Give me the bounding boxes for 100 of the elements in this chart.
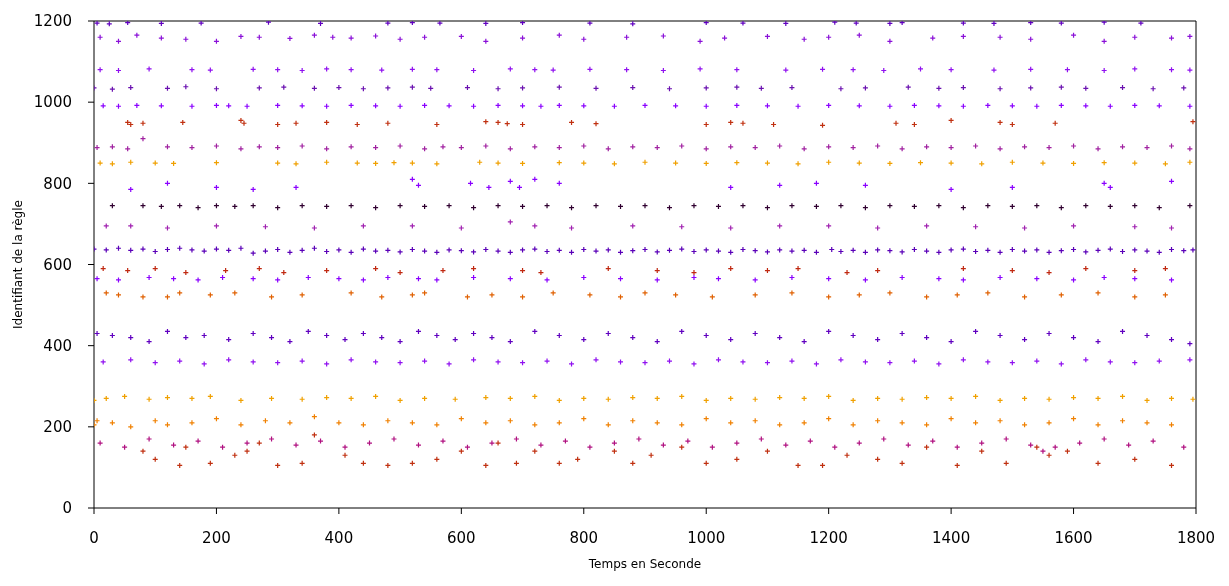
point bbox=[146, 65, 153, 72]
point bbox=[1186, 340, 1193, 347]
point bbox=[198, 21, 205, 27]
point bbox=[537, 103, 545, 110]
point bbox=[935, 360, 942, 368]
point bbox=[813, 360, 820, 368]
point bbox=[268, 435, 275, 443]
point bbox=[697, 65, 704, 72]
point bbox=[954, 444, 961, 451]
point bbox=[562, 437, 569, 445]
point bbox=[494, 85, 502, 92]
point bbox=[948, 66, 955, 73]
point bbox=[592, 202, 600, 209]
x-tick-label: 800 bbox=[569, 528, 599, 547]
point bbox=[899, 419, 906, 426]
point bbox=[439, 143, 447, 150]
point bbox=[139, 448, 147, 455]
point bbox=[611, 439, 618, 447]
point bbox=[237, 421, 245, 428]
point bbox=[1033, 357, 1040, 365]
point bbox=[494, 159, 502, 167]
point bbox=[709, 444, 716, 451]
point bbox=[641, 289, 649, 297]
point bbox=[948, 144, 955, 151]
point bbox=[641, 202, 649, 209]
point bbox=[439, 437, 447, 445]
y-tick-label: 400 bbox=[43, 336, 72, 355]
point bbox=[788, 202, 796, 209]
point bbox=[409, 291, 416, 299]
point bbox=[507, 218, 514, 225]
point bbox=[794, 462, 802, 469]
point bbox=[929, 437, 936, 445]
point bbox=[543, 357, 551, 365]
x-axis-title: Temps en Seconde bbox=[587, 557, 702, 571]
point bbox=[194, 276, 202, 284]
point bbox=[94, 417, 101, 424]
point bbox=[1168, 276, 1175, 284]
point bbox=[207, 67, 214, 74]
point bbox=[146, 435, 153, 443]
point bbox=[397, 36, 404, 43]
point bbox=[948, 186, 955, 193]
point bbox=[837, 356, 845, 363]
point bbox=[341, 444, 349, 451]
point bbox=[1189, 396, 1196, 403]
point bbox=[519, 34, 526, 42]
point bbox=[482, 142, 489, 150]
point bbox=[94, 21, 101, 27]
point bbox=[996, 119, 1004, 126]
point bbox=[1045, 330, 1053, 337]
point bbox=[641, 159, 649, 166]
point bbox=[825, 293, 832, 301]
point bbox=[1076, 439, 1083, 447]
point bbox=[862, 84, 869, 92]
point bbox=[97, 34, 104, 41]
point bbox=[384, 120, 391, 127]
point bbox=[996, 332, 1004, 339]
point bbox=[243, 103, 251, 110]
point bbox=[164, 293, 171, 301]
point bbox=[115, 291, 122, 299]
point bbox=[146, 338, 153, 345]
point bbox=[507, 65, 514, 72]
point bbox=[1070, 276, 1077, 284]
point bbox=[1094, 289, 1102, 297]
point bbox=[788, 289, 796, 297]
point bbox=[996, 85, 1004, 92]
point bbox=[758, 435, 765, 443]
point bbox=[176, 357, 183, 365]
point bbox=[1186, 145, 1193, 152]
point bbox=[709, 293, 716, 301]
point bbox=[1186, 159, 1193, 166]
point bbox=[862, 358, 869, 365]
point bbox=[782, 67, 789, 74]
x-tick-label: 1600 bbox=[1054, 528, 1093, 547]
point bbox=[237, 117, 245, 124]
point bbox=[721, 34, 728, 42]
point bbox=[672, 291, 679, 299]
point bbox=[788, 274, 796, 281]
point bbox=[1033, 444, 1040, 451]
point bbox=[1027, 84, 1034, 92]
point bbox=[97, 159, 104, 167]
point bbox=[317, 437, 324, 445]
point bbox=[837, 85, 845, 92]
point bbox=[348, 34, 355, 42]
point bbox=[439, 267, 447, 274]
point bbox=[990, 21, 998, 27]
point bbox=[243, 448, 251, 455]
point bbox=[188, 144, 196, 151]
point bbox=[1058, 21, 1065, 27]
point bbox=[825, 222, 832, 230]
point bbox=[1186, 103, 1193, 110]
point bbox=[348, 289, 355, 297]
point bbox=[1045, 452, 1053, 459]
point bbox=[1039, 448, 1047, 455]
point bbox=[935, 275, 942, 282]
point bbox=[421, 357, 428, 365]
point bbox=[1143, 397, 1151, 404]
point bbox=[727, 224, 734, 232]
point bbox=[935, 202, 942, 209]
point bbox=[1045, 419, 1053, 426]
point bbox=[752, 291, 759, 299]
